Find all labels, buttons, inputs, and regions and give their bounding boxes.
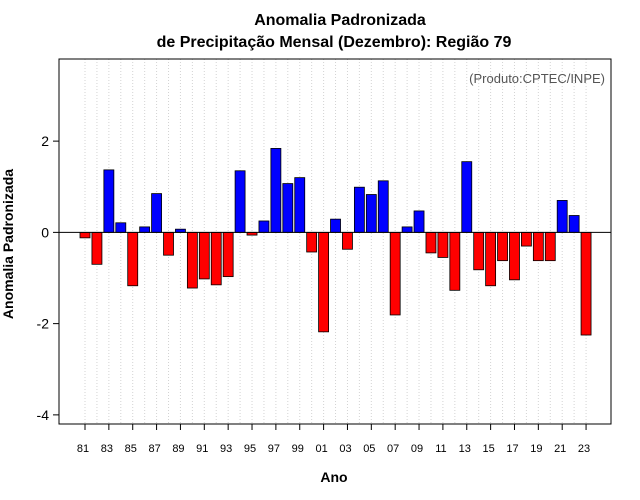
chart-title: Anomalia Padronizada [254,12,426,29]
bar-18 [521,231,532,247]
bar-08 [401,226,413,233]
x-tick-label: 21 [554,443,566,455]
bar-14 [473,231,485,271]
bar-02 [330,218,341,233]
bar-03 [342,231,353,250]
y-axis-label: Anomalia Padronizada [0,169,16,319]
x-axis-label: Ano [320,469,347,485]
x-tick-label: 03 [339,443,351,455]
bar-96 [258,220,270,233]
bar-88 [163,231,174,256]
chart-subtitle: de Precipitação Mensal (Dezembro): Regiã… [157,34,512,51]
bar-83 [103,169,115,233]
bar-22 [568,215,580,233]
bar-00 [306,231,318,253]
bar-19 [532,231,544,262]
bar-20 [544,231,556,262]
grid-lines [84,59,587,424]
bar-81 [79,231,91,239]
y-tick-label: 2 [41,133,49,149]
bar-07 [389,231,401,316]
bar-91 [198,231,210,280]
x-tick-label: 95 [244,443,256,455]
bar-06 [377,180,389,233]
x-tick-label: 93 [220,443,232,455]
bar-21 [556,200,568,233]
bar-93 [222,231,234,278]
bar-99 [294,177,306,233]
x-tick-label: 07 [387,443,399,455]
x-tick-label: 83 [101,443,113,455]
x-tick-label: 15 [482,443,494,455]
bar-04 [353,186,365,233]
bar-11 [437,231,449,258]
x-tick-label: 17 [506,443,518,455]
x-tick-label: 19 [530,443,542,455]
plot-frame [58,58,612,425]
bar-05 [365,194,377,233]
bar-series [79,148,592,336]
x-tick-label: 85 [125,443,137,455]
x-tick-label: 05 [363,443,375,455]
bar-98 [282,183,294,233]
x-tick-label: 23 [578,443,590,455]
source-label: (Produto:CPTEC/INPE) [469,71,605,86]
bar-85 [127,231,139,287]
y-axis: -4 -2 0 2 [37,133,59,423]
x-tick-label: 81 [77,443,89,455]
x-tick-label: 97 [268,443,280,455]
bar-09 [413,210,425,233]
bar-10 [425,231,437,254]
x-tick-label: 09 [411,443,423,455]
bar-97 [270,148,282,233]
x-tick-label: 13 [459,443,471,455]
x-tick-label: 01 [315,443,327,455]
x-tick-label: 87 [148,443,160,455]
bar-12 [449,231,461,291]
bar-84 [115,222,127,233]
y-tick-label: -4 [37,407,50,423]
x-axis: 81 83 85 87 89 91 93 95 97 99 01 03 05 07 09 11 13 15 17 19… [77,424,590,455]
bar-01 [318,231,330,333]
x-tick-label: 91 [196,443,208,455]
bar-86 [139,226,151,233]
bar-92 [210,231,222,286]
y-tick-label: -2 [37,316,50,332]
bar-13 [461,161,473,233]
bar-87 [151,193,162,233]
bar-15 [485,231,497,287]
bar-16 [497,231,508,262]
bar-23 [580,231,592,336]
bar-82 [91,231,103,265]
bar-17 [509,231,520,281]
bar-94 [234,170,246,233]
x-tick-label: 11 [435,443,446,455]
x-tick-label: 89 [172,443,184,455]
y-tick-label: 0 [41,224,49,240]
x-tick-label: 99 [292,443,304,455]
bar-90 [186,231,198,289]
